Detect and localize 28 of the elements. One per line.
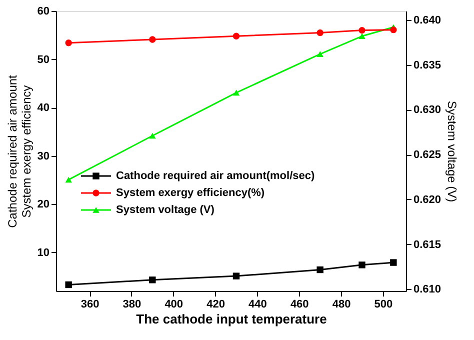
y2-tick-label: 0.625 <box>414 149 442 162</box>
x-tick-label: 380 <box>122 298 142 310</box>
point <box>390 259 397 266</box>
y2-tick-label: 0.635 <box>414 59 442 72</box>
y2-axis-title: System voltage (V) <box>445 100 460 202</box>
y-tick-label: 30 <box>37 150 50 162</box>
x-tick-label: 360 <box>80 298 100 310</box>
y-tick-label: 40 <box>37 102 50 114</box>
x-tick-label: 500 <box>374 298 393 310</box>
x-tick-label: 420 <box>206 298 225 310</box>
x-tick-label: 480 <box>332 298 351 310</box>
legend-label: System voltage (V) <box>116 204 215 216</box>
x-tick-label: 400 <box>164 298 184 310</box>
y-tick-label: 10 <box>37 246 50 259</box>
x-tick-label: 440 <box>248 298 267 310</box>
y-tick-label: 50 <box>37 54 50 66</box>
x-axis-title: The cathode input temperature <box>136 312 327 326</box>
y-tick-label: 60 <box>37 6 50 18</box>
x-tick-label: 460 <box>290 298 309 310</box>
y-tick-label: 20 <box>37 198 50 211</box>
y-axis-title: Cathode required air amount System exergy efficiency <box>5 74 34 228</box>
y2-tick-label: 0.640 <box>414 14 442 26</box>
y2-tick-label: 0.630 <box>414 104 442 116</box>
y2-tick-label: 0.620 <box>414 194 442 206</box>
y2-tick-label: 0.615 <box>414 238 442 251</box>
legend-label: System exergy efficiency(%) <box>116 187 265 199</box>
y2-tick-label: 0.610 <box>414 284 442 296</box>
legend-label: Cathode required air amount(mol/sec) <box>116 170 315 182</box>
